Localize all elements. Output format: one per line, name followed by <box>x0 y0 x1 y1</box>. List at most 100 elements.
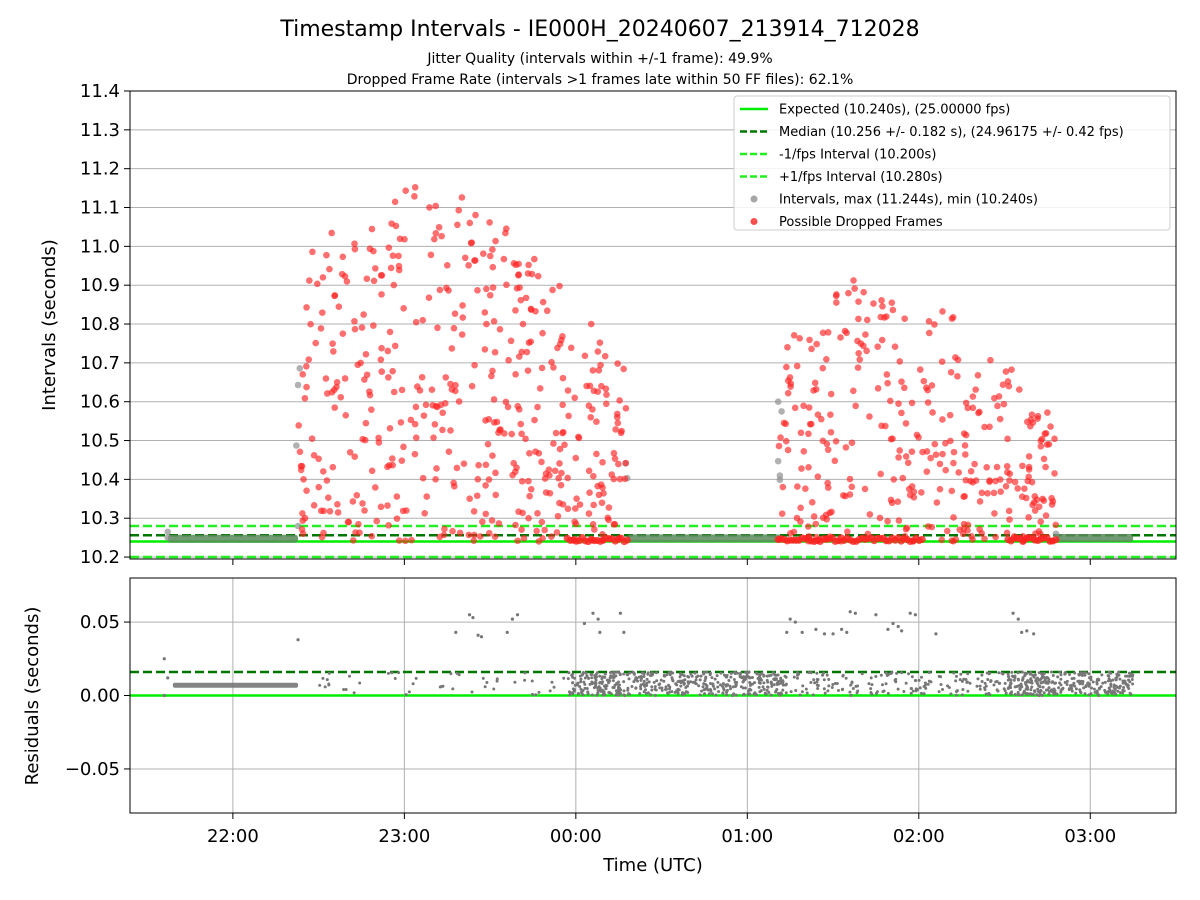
bottom-residual-point <box>794 689 798 693</box>
top-dropped-point <box>610 449 618 457</box>
top-dropped-point <box>779 483 787 491</box>
bottom-residual-point <box>811 693 815 697</box>
bottom-residual-point <box>701 685 705 689</box>
bottom-residual-point <box>815 677 819 681</box>
top-dropped-point <box>387 264 395 272</box>
bottom-residual-point <box>578 685 582 689</box>
top-dropped-point <box>331 404 339 411</box>
top-dropped-point <box>432 229 440 237</box>
top-dropped-point <box>993 463 1001 471</box>
bottom-residual-point <box>772 683 776 687</box>
top-dropped-point <box>1051 435 1058 443</box>
top-dropped-point <box>514 537 521 545</box>
top-dropped-point <box>564 505 572 513</box>
top-dropped-point <box>307 320 314 328</box>
bottom-residual-point <box>874 691 878 695</box>
bottom-residual-point <box>649 693 653 697</box>
top-dropped-point <box>978 489 986 497</box>
bottom-residual-point <box>908 611 912 615</box>
top-dropped-point <box>939 308 946 315</box>
bottom-residual-point <box>534 693 538 697</box>
top-dropped-point <box>402 537 409 545</box>
top-dropped-point <box>571 394 579 402</box>
top-dropped-point <box>412 434 420 441</box>
top-dropped-point <box>489 452 496 459</box>
top-dropped-point <box>622 405 630 412</box>
top-dropped-point <box>969 404 977 412</box>
top-dropped-point <box>964 527 971 534</box>
bottom-residual-point <box>980 673 984 677</box>
top-dropped-point <box>538 364 546 372</box>
bottom-residual-point <box>750 676 754 680</box>
top-dropped-point <box>386 328 394 336</box>
top-dropped-point <box>373 517 380 525</box>
bottom-residual-point <box>923 683 927 687</box>
bottom-residual-point <box>1103 688 1107 692</box>
bottom-residual-point <box>983 688 987 692</box>
top-dropped-point <box>482 510 490 518</box>
bottom-residual-point <box>590 680 594 684</box>
bottom-residual-point <box>1072 676 1076 680</box>
top-dropped-point <box>1037 437 1045 445</box>
top-dropped-point <box>535 538 543 545</box>
bottom-residual-point <box>579 687 583 691</box>
bottom-residual-point <box>596 691 600 695</box>
top-dropped-point <box>961 442 969 449</box>
top-dropped-point <box>353 491 361 499</box>
bottom-residual-point <box>705 684 709 688</box>
top-dropped-point <box>309 248 316 256</box>
bottom-residual-point <box>989 680 993 684</box>
bottom-residual-point <box>765 685 769 689</box>
top-dropped-point <box>602 400 610 408</box>
bottom-residual-point <box>809 680 813 684</box>
top-dropped-point <box>554 512 562 520</box>
bottom-residual-point <box>934 632 938 636</box>
top-dropped-point <box>602 385 610 393</box>
top-dropped-point <box>884 379 891 387</box>
bottom-residual-point <box>726 683 730 687</box>
bottom-residual-point <box>893 678 897 682</box>
top-dropped-point <box>827 411 834 419</box>
top-dropped-point <box>442 399 449 407</box>
bottom-residual-point <box>492 687 496 691</box>
top-dropped-point <box>390 281 398 289</box>
chart-subtitle-dropped: Dropped Frame Rate (intervals >1 frames … <box>347 72 854 88</box>
top-dropped-point <box>303 304 310 311</box>
top-dropped-point <box>445 448 453 455</box>
legend-dot-swatch <box>750 195 758 203</box>
bottom-residual-point <box>927 671 931 675</box>
top-dropped-point <box>1002 483 1010 490</box>
bottom-residual-point <box>1035 681 1039 685</box>
top-dropped-point <box>474 287 481 294</box>
bottom-residual-point <box>1107 686 1111 690</box>
top-dropped-point <box>400 305 407 312</box>
bottom-residual-point <box>975 684 979 688</box>
top-dropped-point <box>378 368 386 375</box>
bottom-residual-point <box>827 684 831 688</box>
bottom-x-ticks: 22:00 23:00 00:00 01:00 02:00 03:00 <box>207 813 1116 847</box>
top-y-tick-label: 10.3 <box>80 508 120 529</box>
bottom-residual-point <box>879 673 883 677</box>
bottom-residual-point <box>965 680 969 684</box>
bottom-residual-point <box>513 680 517 684</box>
bottom-residual-point <box>723 673 727 677</box>
top-dropped-point <box>883 313 890 320</box>
bottom-residual-point <box>732 678 736 682</box>
bottom-residual-point <box>742 679 746 683</box>
bottom-residual-point <box>323 685 327 689</box>
bottom-residual-point <box>1070 687 1074 691</box>
bottom-residual-point <box>397 671 401 675</box>
top-dropped-point <box>1021 485 1028 493</box>
top-dropped-point <box>403 507 410 514</box>
top-dropped-point <box>863 347 870 355</box>
top-dropped-point <box>466 219 474 227</box>
top-dropped-point <box>862 331 869 338</box>
top-dropped-point <box>888 299 896 307</box>
bottom-residual-point <box>907 672 911 676</box>
bottom-residual-point <box>611 679 615 683</box>
top-dropped-point <box>483 320 490 328</box>
bottom-residual-point <box>622 680 626 684</box>
top-dropped-point <box>485 529 493 537</box>
bottom-residual-point <box>1010 674 1014 678</box>
bottom-residual-point <box>959 672 963 676</box>
